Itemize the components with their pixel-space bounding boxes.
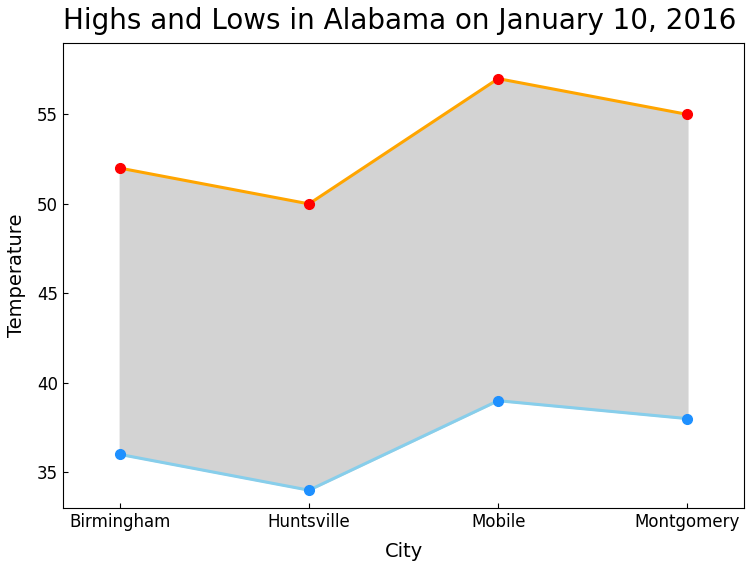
X-axis label: City: City <box>384 542 423 561</box>
Point <box>492 396 504 405</box>
Point <box>303 199 315 208</box>
Point <box>492 74 504 83</box>
Point <box>303 486 315 495</box>
Text: Highs and Lows in Alabama on January 10, 2016: Highs and Lows in Alabama on January 10,… <box>63 7 736 35</box>
Y-axis label: Temperature: Temperature <box>7 214 26 337</box>
Point <box>114 450 126 459</box>
Point <box>114 164 126 173</box>
Point <box>681 414 693 423</box>
Point <box>681 110 693 119</box>
